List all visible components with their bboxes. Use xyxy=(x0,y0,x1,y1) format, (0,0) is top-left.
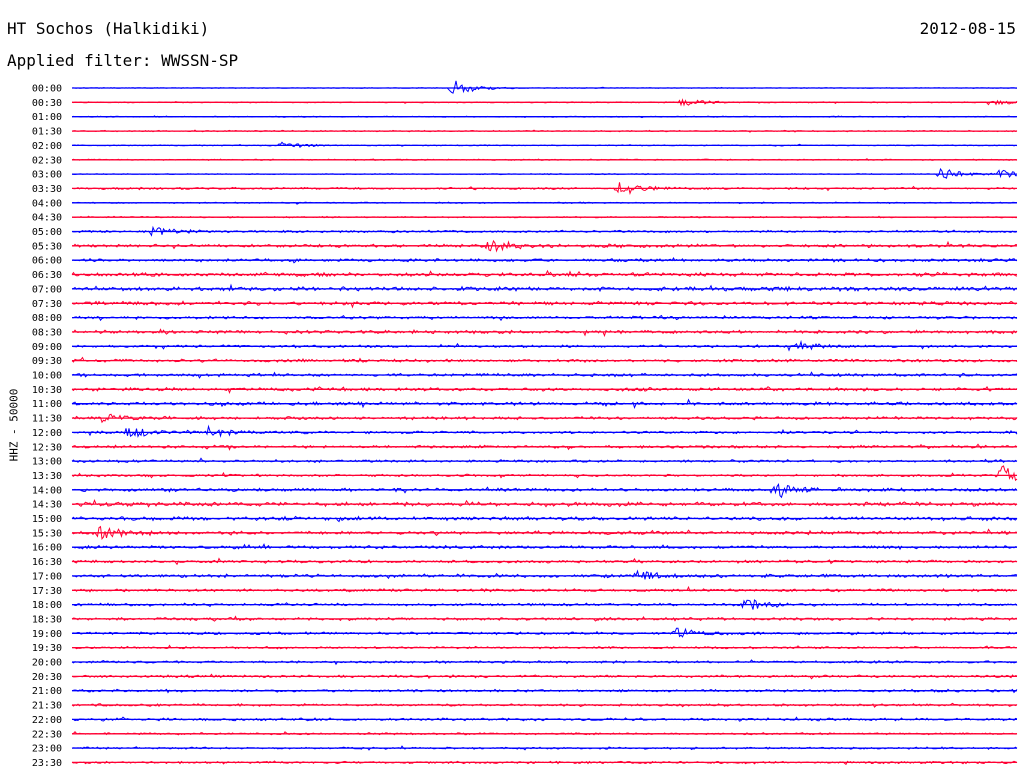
trace-line-1300 xyxy=(71,457,1018,464)
tick-label: 13:00 xyxy=(32,457,62,468)
date-label: 2012-08-15 xyxy=(919,19,1016,38)
tick-label: 18:00 xyxy=(32,600,62,611)
tick-label-group: 00:00 00:30 01:00 01:30 02:00 02:30 03:00 03:30… xyxy=(32,84,62,769)
tick-label: 04:00 xyxy=(32,198,62,209)
station-title: HT Sochos (Halkidiki) xyxy=(7,19,210,38)
tick-label: 02:00 xyxy=(32,141,62,152)
filter-label: Applied filter: WWSSN-SP xyxy=(7,51,239,70)
trace-line-0930 xyxy=(71,356,1018,363)
tick-label: 19:30 xyxy=(32,643,62,654)
tick-label: 09:00 xyxy=(32,342,62,353)
tick-label: 20:00 xyxy=(32,658,62,669)
tick-label: 10:30 xyxy=(32,385,62,396)
tick-label: 23:30 xyxy=(32,758,62,769)
tick-label: 17:30 xyxy=(32,586,62,597)
tick-label: 05:00 xyxy=(32,227,62,238)
tick-label: 17:00 xyxy=(32,571,62,582)
trace-line-1200 xyxy=(71,424,1018,438)
tick-label: 16:30 xyxy=(32,557,62,568)
tick-label: 14:00 xyxy=(32,485,62,496)
tick-label: 16:00 xyxy=(32,543,62,554)
tick-label: 12:00 xyxy=(32,428,62,439)
tick-label: 01:00 xyxy=(32,112,62,123)
tick-label: 12:30 xyxy=(32,442,62,453)
tick-label: 10:00 xyxy=(32,371,62,382)
trace-line-0730 xyxy=(71,300,1018,309)
tick-label: 02:30 xyxy=(32,155,62,166)
tick-label: 21:30 xyxy=(32,701,62,712)
tick-label: 01:30 xyxy=(32,127,62,138)
tick-label: 13:30 xyxy=(32,471,62,482)
tick-label: 09:30 xyxy=(32,356,62,367)
tick-label: 22:00 xyxy=(32,715,62,726)
tick-label: 14:30 xyxy=(32,500,62,511)
tick-label: 18:30 xyxy=(32,614,62,625)
trace-line-1900 xyxy=(71,627,1018,638)
trace-line-1400 xyxy=(71,483,1018,499)
trace-line-0700 xyxy=(71,283,1018,293)
tick-label: 21:00 xyxy=(32,686,62,697)
y-axis-label: HHZ - 50000 xyxy=(7,388,21,462)
tick-label: 00:30 xyxy=(32,98,62,109)
tick-label: 06:00 xyxy=(32,256,62,267)
tick-label: 20:30 xyxy=(32,672,62,683)
tick-label: 03:30 xyxy=(32,184,62,195)
tick-label: 06:30 xyxy=(32,270,62,281)
trace-line-1330 xyxy=(71,465,1018,482)
tick-label: 15:00 xyxy=(32,514,62,525)
tick-label: 08:00 xyxy=(32,313,62,324)
trace-line-1730 xyxy=(71,585,1018,593)
trace-line-0630 xyxy=(71,269,1018,278)
tick-label: 11:00 xyxy=(32,399,62,410)
tick-label: 05:30 xyxy=(32,241,62,252)
tick-label: 08:30 xyxy=(32,327,62,338)
tick-label: 07:00 xyxy=(32,284,62,295)
tick-label: 04:30 xyxy=(32,213,62,224)
trace-line-0830 xyxy=(71,328,1018,338)
tick-label: 11:30 xyxy=(32,414,62,425)
tick-label: 07:30 xyxy=(32,299,62,310)
tick-label: 19:00 xyxy=(32,629,62,640)
tick-label: 00:00 xyxy=(32,84,62,95)
tick-label: 15:30 xyxy=(32,528,62,539)
tick-label: 22:30 xyxy=(32,729,62,740)
trace-group xyxy=(71,80,1018,766)
tick-label: 23:00 xyxy=(32,744,62,755)
trace-line-0000 xyxy=(71,80,1018,94)
tick-label: 03:00 xyxy=(32,170,62,181)
